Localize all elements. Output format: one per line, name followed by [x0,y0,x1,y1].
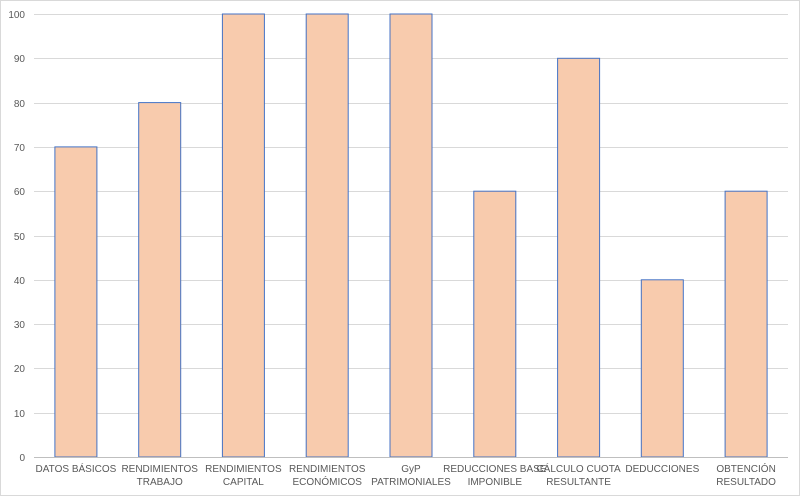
x-category-label: RENDIMIENTOS ECONÓMICOS [289,464,366,488]
y-axis-ticks: 0 10 20 30 40 50 60 70 80 90 100 [8,10,25,464]
y-tick-label: 60 [14,187,26,198]
x-category-label-line: RENDIMIENTOS [205,464,282,475]
y-tick-label: 0 [19,453,25,464]
y-tick-label: 40 [14,276,26,287]
bar [724,190,768,458]
x-category-label-line: IMPONIBLE [468,477,523,488]
y-tick-label: 50 [14,232,26,243]
x-category-label: DATOS BÁSICOS [36,462,117,475]
x-axis-categories: DATOS BÁSICOS RENDIMIENTOS TRABAJORENDIMIE… [36,462,777,488]
x-category-label: CÁLCULO CUOTA RESULTANTE [536,462,621,488]
bar [54,146,98,458]
bar [640,279,684,458]
x-category-label-line: RENDIMIENTOS [121,464,198,475]
x-category-label-line: CÁLCULO CUOTA [536,462,621,475]
x-category-label-line: DEDUCCIONES [625,464,699,475]
x-category-label-line: RESULTANTE [546,477,611,488]
bar [138,102,182,458]
y-tick-label: 90 [14,54,26,65]
x-category-label-line: OBTENCIÓN [716,462,775,475]
y-tick-label: 80 [14,99,26,110]
x-category-label-line: GyP [401,464,421,475]
x-category-label-line: RESULTADO [716,477,776,488]
x-category-label: GyP PATRIMONIALES [371,464,451,488]
x-category-label: OBTENCIÓN RESULTADO [716,462,776,488]
bars [54,13,768,458]
y-tick-label: 100 [8,10,25,21]
bar [473,190,517,458]
x-category-label-line: CAPITAL [223,477,264,488]
bar [389,13,433,458]
x-category-label: RENDIMIENTOS TRABAJO [121,464,198,488]
x-category-label-line: DATOS BÁSICOS [36,462,117,475]
bar [557,57,601,458]
y-tick-label: 10 [14,409,26,420]
y-tick-label: 20 [14,364,26,375]
x-category-label-line: REDUCCIONES BASE [443,464,547,475]
y-tick-label: 30 [14,320,26,331]
x-category-label-line: TRABAJO [137,477,183,488]
y-tick-label: 70 [14,143,26,154]
x-category-label-line: RENDIMIENTOS [289,464,366,475]
x-category-label-line: PATRIMONIALES [371,477,451,488]
x-category-label-line: ECONÓMICOS [292,475,362,488]
x-category-label: RENDIMIENTOS CAPITAL [205,464,282,488]
x-category-label: DEDUCCIONES [625,464,699,475]
x-category-label: REDUCCIONES BASE IMPONIBLE [443,464,547,488]
bar [221,13,265,458]
bar [305,13,349,458]
